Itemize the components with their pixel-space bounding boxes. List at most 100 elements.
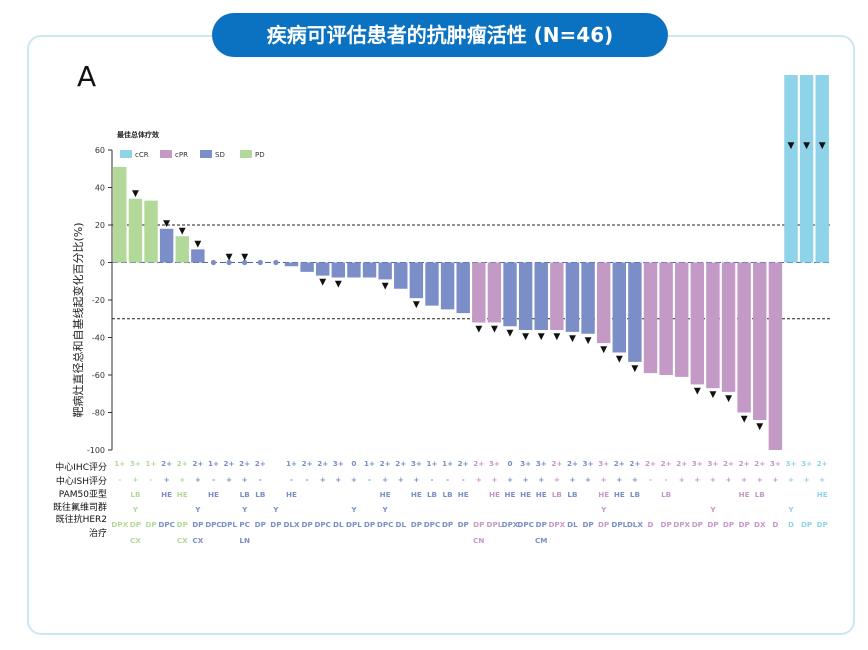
bar: [378, 262, 392, 280]
row-value-ish: -: [462, 475, 465, 484]
bar: [550, 262, 564, 330]
row-value-fulv: Y: [709, 505, 716, 514]
row-value-treat1: DPX: [673, 520, 690, 529]
row-value-ish: +: [507, 475, 513, 484]
bar: [784, 75, 798, 263]
row-value-treat1: DPL: [486, 520, 502, 529]
row-value-fulv: Y: [241, 505, 248, 514]
row-value-treat1: DPX: [502, 520, 519, 529]
row-value-ish: -: [430, 475, 433, 484]
row-value-ish: +: [569, 475, 575, 484]
row-value-treat1: D: [788, 520, 794, 529]
row-value-pam50: LB: [443, 490, 453, 499]
row-value-treat1: DL: [567, 520, 578, 529]
row-value-treat1: DP: [473, 520, 484, 529]
row-value-fulv: Y: [272, 505, 279, 514]
panel-label: A: [77, 60, 97, 93]
legend-layer: 最佳总体疗效 cCR cPR SD PD: [117, 130, 265, 159]
row-value-ish: +: [804, 475, 810, 484]
row-value-ihc: 2+: [661, 459, 672, 468]
row-value-ish: +: [679, 475, 685, 484]
row-value-ish: -: [290, 475, 293, 484]
row-value-ish: +: [819, 475, 825, 484]
row-value-treat1: DP: [270, 520, 281, 529]
row-value-ish: -: [118, 475, 121, 484]
row-value-ihc: 1+: [442, 459, 453, 468]
row-value-pam50: LB: [427, 490, 437, 499]
row-value-pam50: HE: [380, 490, 391, 499]
row-value-ihc: 2+: [161, 459, 172, 468]
row-value-treat2: LN: [239, 536, 250, 545]
response-marker: ▼: [741, 415, 748, 425]
row-value-treat1: DL: [395, 520, 406, 529]
bars-layer: [113, 75, 829, 450]
row-value-treat1: DPC: [314, 520, 331, 529]
bar: [159, 228, 174, 263]
row-value-ish: +: [601, 475, 607, 484]
y-tick-label: 40: [95, 184, 105, 193]
row-value-treat1: DP: [411, 520, 422, 529]
row-value-ihc: 2+: [567, 459, 578, 468]
response-marker: ▼: [132, 189, 139, 199]
y-tick-label: -80: [92, 409, 105, 418]
row-value-pam50: LB: [240, 490, 250, 499]
legend-swatch-SD: [200, 150, 212, 158]
row-value-pam50: LB: [630, 490, 640, 499]
row-value-pam50: HE: [411, 490, 422, 499]
response-marker: ▼: [491, 325, 498, 335]
bar: [362, 262, 377, 278]
row-value-ihc: 2+: [177, 459, 188, 468]
row-value-fulv: Y: [132, 505, 139, 514]
row-value-treat1: DP: [364, 520, 375, 529]
row-value-ihc: 3+: [520, 459, 531, 468]
row-value-ish: +: [772, 475, 778, 484]
bar-zero: [226, 259, 232, 266]
bar: [518, 262, 533, 330]
row-value-treat1: DP: [739, 520, 750, 529]
row-value-treat1: DPC: [377, 520, 394, 529]
y-tick-label: -40: [92, 334, 105, 343]
row-value-ihc: 3+: [692, 459, 703, 468]
response-marker: ▼: [788, 141, 795, 151]
row-value-ihc: 1+: [286, 459, 297, 468]
row-value-ish: +: [132, 475, 138, 484]
response-marker: ▼: [585, 336, 592, 346]
row-value-fulv: Y: [787, 505, 794, 514]
row-value-pam50: LB: [552, 490, 562, 499]
row-value-ihc: 3+: [536, 459, 547, 468]
row-value-ish: -: [150, 475, 153, 484]
bar: [191, 249, 205, 263]
response-marker: ▼: [382, 281, 389, 291]
row-value-treat1: DP: [660, 520, 671, 529]
bar: [596, 262, 611, 344]
legend-swatch-cPR: [160, 150, 172, 158]
response-marker: ▼: [616, 355, 623, 365]
bar: [144, 200, 158, 263]
bar: [503, 262, 517, 327]
row-value-ihc: 3+: [489, 459, 500, 468]
row-value-treat1: DLX: [627, 520, 644, 529]
row-value-treat1: DP: [707, 520, 718, 529]
row-value-ihc: 2+: [723, 459, 734, 468]
row-value-ihc: 1+: [146, 459, 157, 468]
legend-swatch-PD: [240, 150, 252, 158]
row-value-treat1: DPC: [158, 520, 175, 529]
y-tick-label: 20: [95, 221, 105, 230]
row-value-pam50: HE: [536, 490, 547, 499]
row-value-ihc: 2+: [676, 459, 687, 468]
y-axis-label: 靶病灶直径总和自基线起变化百分比(%): [71, 222, 85, 417]
row-value-ihc: 2+: [192, 459, 203, 468]
row-value-ish: +: [616, 475, 622, 484]
bar: [737, 262, 751, 413]
response-marker: ▼: [631, 364, 638, 374]
row-value-pam50: LB: [567, 490, 577, 499]
legend-label-SD: SD: [215, 151, 225, 159]
row-value-treat1: DP: [536, 520, 547, 529]
legend-label-cPR: cPR: [175, 151, 188, 159]
bar: [175, 236, 189, 263]
bar: [487, 262, 502, 323]
bar: [472, 262, 486, 323]
bar: [643, 262, 658, 374]
response-marker: ▼: [335, 280, 342, 290]
